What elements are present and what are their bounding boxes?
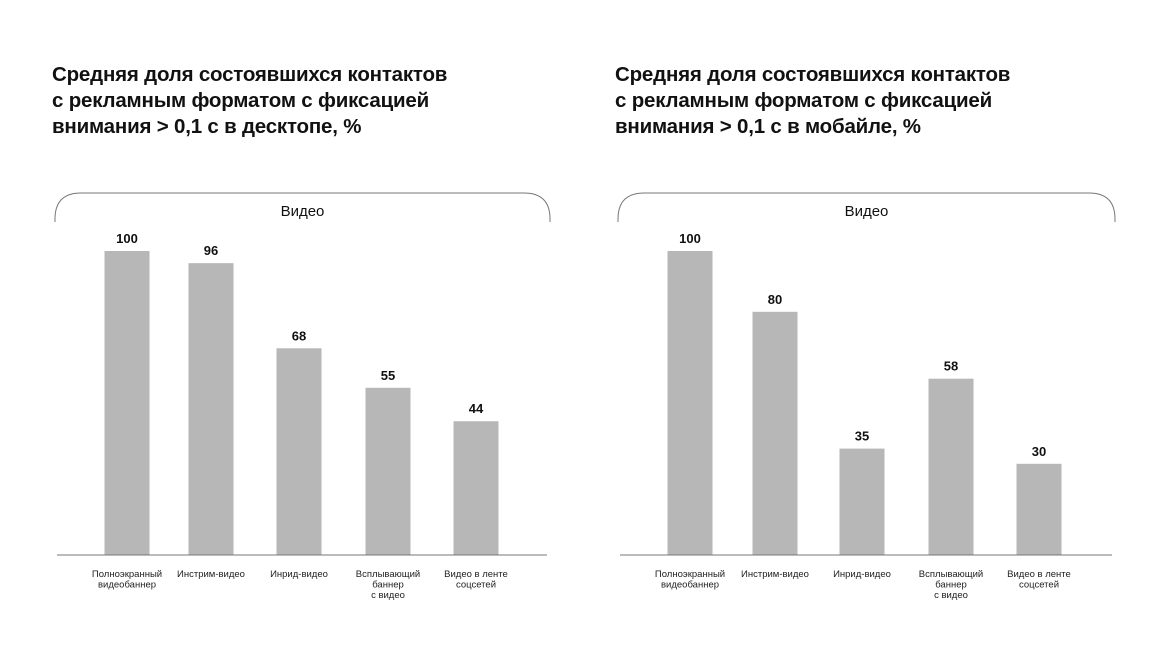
category-label: Видео в ленте соцсетей — [1007, 569, 1071, 591]
bar — [928, 378, 974, 555]
group-bracket — [617, 192, 1116, 222]
bar — [365, 387, 411, 555]
bar — [839, 448, 885, 555]
data-label: 55 — [381, 368, 395, 383]
bar — [188, 263, 234, 555]
group-bracket — [54, 192, 551, 222]
category-label: Всплывающий баннер с видео — [356, 569, 420, 601]
data-label: 30 — [1032, 444, 1046, 459]
bar — [104, 251, 150, 555]
bar — [667, 251, 713, 555]
category-label: Инстрим-видео — [177, 569, 245, 580]
data-label: 58 — [944, 359, 958, 374]
bar — [752, 311, 798, 555]
bar — [276, 348, 322, 555]
data-label: 100 — [116, 231, 138, 246]
data-label: 100 — [679, 231, 701, 246]
data-label: 44 — [469, 401, 484, 416]
category-label: Всплывающий баннер с видео — [919, 569, 983, 601]
category-label: Инстрим-видео — [741, 569, 809, 580]
group-label: Видео — [845, 203, 889, 220]
data-label: 96 — [204, 243, 218, 258]
category-label: Инрид-видео — [833, 569, 891, 580]
data-label: 80 — [768, 292, 782, 307]
group-label: Видео — [281, 203, 325, 220]
data-label: 35 — [855, 429, 869, 444]
category-label: Инрид-видео — [270, 569, 328, 580]
bar — [453, 421, 499, 555]
bar — [1016, 463, 1062, 555]
data-label: 68 — [292, 328, 306, 343]
category-label: Полноэкранный видеобаннер — [92, 569, 162, 591]
category-label: Полноэкранный видеобаннер — [655, 569, 725, 591]
chart-title-desktop: Средняя доля состоявшихся контактов с ре… — [52, 63, 448, 138]
category-label: Видео в ленте соцсетей — [444, 569, 508, 591]
chart-title-mobile: Средняя доля состоявшихся контактов с ре… — [615, 63, 1011, 138]
